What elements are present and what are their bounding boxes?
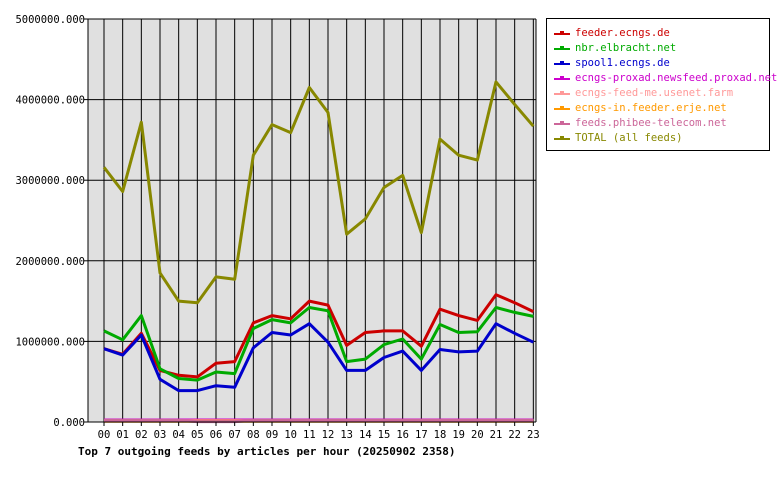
- x-tick-label: 18: [434, 429, 447, 441]
- x-tick-label: 10: [284, 429, 297, 441]
- series-line-2: [103, 322, 534, 393]
- series-line-1: [103, 306, 534, 382]
- x-tick-label: 17: [415, 429, 428, 441]
- chart-legend: feeder.ecngs.de nbr.elbracht.net spool1.ec…: [546, 18, 777, 151]
- legend-label: ecngs-in.feeder.erje.net: [575, 102, 727, 114]
- y-tick-label: 4000000.000: [15, 95, 85, 107]
- x-tick-label: 14: [359, 429, 372, 441]
- series-line-7: [102, 80, 535, 305]
- legend-label: spool1.ecngs.de: [575, 57, 670, 69]
- legend-swatch: [554, 121, 570, 125]
- plot-area: [88, 19, 536, 422]
- x-tick-label: 16: [396, 429, 409, 441]
- x-tick-label: 01: [116, 429, 129, 441]
- legend-swatch: [554, 46, 570, 50]
- y-tick-label: 2000000.000: [15, 256, 85, 268]
- x-tick-label: 08: [247, 429, 260, 441]
- x-tick-label: 05: [191, 429, 204, 441]
- x-tick-label: 00: [98, 429, 111, 441]
- y-tick-label: 3000000.000: [15, 175, 85, 187]
- x-tick-label: 20: [471, 429, 484, 441]
- x-tick-label: 23: [527, 429, 540, 441]
- y-tick-label: 0.000: [53, 417, 85, 429]
- axis-layer: 00 01 02 03 04 05 06 07 08 09 10 11 12 13 14 15 16 17 18 19…: [15, 14, 539, 441]
- x-tick-label: 15: [378, 429, 391, 441]
- legend-item: feeds.phibee-telecom.net: [547, 116, 769, 131]
- x-tick-label: 12: [322, 429, 335, 441]
- x-tick-label: 19: [452, 429, 465, 441]
- legend-label: TOTAL (all feeds): [575, 132, 683, 144]
- legend-item: ecngs-in.feeder.erje.net: [547, 101, 769, 116]
- legend-label: feeder.ecngs.de: [575, 27, 670, 39]
- legend-swatch: [554, 76, 570, 80]
- legend-label: ecngs-proxad.newsfeed.proxad.net: [575, 72, 778, 84]
- x-tick-label: 11: [303, 429, 316, 441]
- x-tick-label: 06: [210, 429, 223, 441]
- x-tick-label: 03: [154, 429, 167, 441]
- legend-item: TOTAL (all feeds): [547, 131, 769, 146]
- chart-title: Top 7 outgoing feeds by articles per hou…: [78, 445, 456, 458]
- y-tick-label: 1000000.000: [15, 336, 85, 348]
- y-tick-label: 5000000.000: [15, 14, 85, 26]
- legend-swatch: [554, 61, 570, 65]
- legend-label: feeds.phibee-telecom.net: [575, 117, 727, 129]
- x-tick-label: 02: [135, 429, 148, 441]
- x-tick-label: 22: [508, 429, 521, 441]
- legend-item: ecngs-proxad.newsfeed.proxad.net: [547, 71, 777, 86]
- legend-item: nbr.elbracht.net: [547, 41, 769, 56]
- series-layer: [102, 80, 535, 424]
- legend-swatch: [554, 106, 570, 110]
- x-tick-label: 13: [340, 429, 353, 441]
- legend-item: spool1.ecngs.de: [547, 56, 769, 71]
- x-tick-label: 21: [490, 429, 503, 441]
- legend-label: ecngs-feed-me.usenet.farm: [575, 87, 734, 99]
- series-line-0: [103, 293, 534, 379]
- legend-swatch: [554, 91, 570, 95]
- legend-label: nbr.elbracht.net: [575, 42, 677, 54]
- x-tick-label: 04: [172, 429, 185, 441]
- x-tick-label: 07: [228, 429, 241, 441]
- legend-item: feeder.ecngs.de: [547, 26, 769, 41]
- legend-item: ecngs-feed-me.usenet.farm: [547, 86, 769, 101]
- legend-swatch: [554, 31, 570, 35]
- legend-swatch: [554, 136, 570, 140]
- x-tick-label: 09: [266, 429, 279, 441]
- series-line-6: [104, 418, 534, 424]
